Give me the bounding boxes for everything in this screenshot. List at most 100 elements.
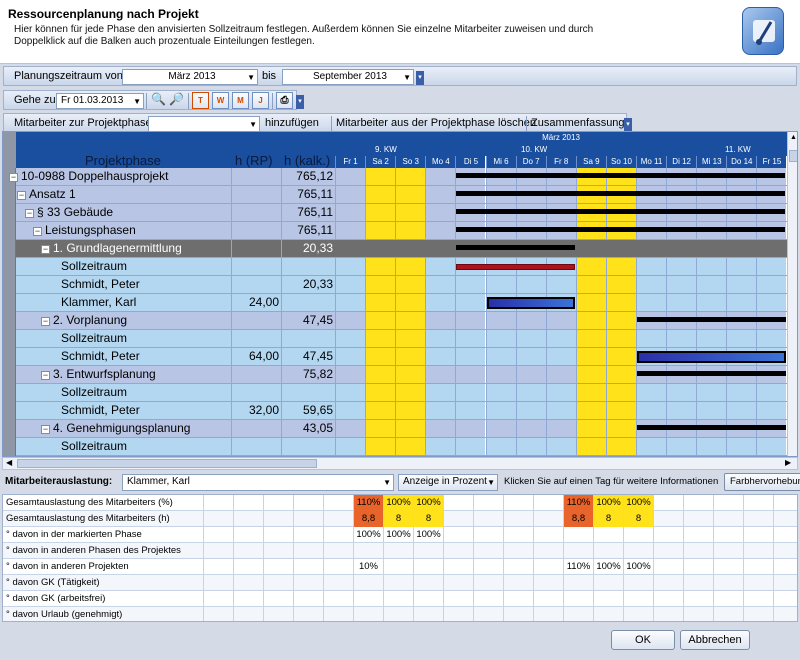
day-header[interactable]: Sa 9: [575, 156, 606, 168]
day-header[interactable]: Fr 1: [335, 156, 366, 168]
zoom-out-icon[interactable]: 🔎: [169, 92, 184, 106]
workload-cell[interactable]: [323, 559, 353, 575]
workload-cell[interactable]: [293, 527, 323, 543]
tree-row[interactable]: Schmidt, Peter 32,00 59,65: [3, 402, 335, 420]
day-header[interactable]: Di 5: [455, 156, 486, 168]
workload-cell[interactable]: [233, 607, 263, 621]
workload-cell[interactable]: [323, 511, 353, 527]
workload-cell[interactable]: [233, 527, 263, 543]
workload-cell[interactable]: [443, 511, 473, 527]
workload-cell[interactable]: [563, 607, 593, 621]
day-header[interactable]: Do 14: [726, 156, 757, 168]
summary-button[interactable]: Zusammenfassung: [531, 117, 625, 129]
workload-cell[interactable]: [653, 495, 683, 511]
workload-cell[interactable]: [773, 511, 797, 527]
workload-cell[interactable]: [593, 575, 623, 591]
tree-row[interactable]: − Leistungsphasen 765,11: [3, 222, 335, 240]
summary-bar[interactable]: [637, 317, 786, 322]
workload-cell[interactable]: [383, 575, 413, 591]
summary-bar[interactable]: [456, 245, 575, 250]
tree-row[interactable]: −3. Entwurfsplanung 75,82: [3, 366, 335, 384]
workload-cell[interactable]: 8: [623, 511, 653, 527]
view-month-button[interactable]: M: [232, 92, 249, 109]
toolbar-overflow-icon[interactable]: ▾: [624, 118, 632, 132]
zoom-in-icon[interactable]: 🔍: [151, 92, 166, 106]
workload-cell[interactable]: [593, 607, 623, 621]
summary-bar[interactable]: [456, 227, 786, 232]
workload-cell[interactable]: [233, 559, 263, 575]
workload-cell[interactable]: [533, 527, 563, 543]
delete-employee-button[interactable]: Mitarbeiter aus der Projektphase löschen: [336, 117, 536, 129]
workload-cell[interactable]: [203, 527, 233, 543]
workload-cell[interactable]: [203, 511, 233, 527]
workload-cell[interactable]: 8: [413, 511, 443, 527]
target-period-bar[interactable]: [456, 264, 575, 270]
color-highlight-button[interactable]: Farbhervorhebung: [724, 473, 800, 491]
collapse-toggle-icon[interactable]: −: [41, 424, 50, 434]
workload-cell[interactable]: [233, 575, 263, 591]
scroll-left-icon[interactable]: ◀: [6, 458, 13, 467]
col-header-phase[interactable]: Projektphase: [85, 153, 161, 168]
workload-cell[interactable]: [773, 559, 797, 575]
horizontal-scrollbar[interactable]: ◀ ▶: [2, 457, 798, 470]
workload-cell[interactable]: [623, 527, 653, 543]
workload-cell[interactable]: [203, 543, 233, 559]
collapse-toggle-icon[interactable]: −: [25, 208, 34, 218]
workload-cell[interactable]: [533, 511, 563, 527]
scroll-thumb[interactable]: [789, 150, 797, 162]
workload-cell[interactable]: [503, 527, 533, 543]
workload-cell[interactable]: [323, 495, 353, 511]
workload-cell[interactable]: [533, 495, 563, 511]
tree-row[interactable]: − Ansatz 1 765,11: [3, 186, 335, 204]
workload-cell[interactable]: [323, 607, 353, 621]
cancel-button[interactable]: Abbrechen: [680, 630, 750, 650]
workload-cell[interactable]: 110%: [563, 559, 593, 575]
workload-cell[interactable]: [773, 495, 797, 511]
goto-date-select[interactable]: Fr 01.03.2013 ▼: [56, 93, 144, 109]
workload-cell[interactable]: [683, 591, 713, 607]
workload-cell[interactable]: [323, 591, 353, 607]
workload-cell[interactable]: [713, 607, 743, 621]
workload-cell[interactable]: [503, 575, 533, 591]
workload-cell[interactable]: [653, 543, 683, 559]
workload-cell[interactable]: [653, 527, 683, 543]
workload-cell[interactable]: [473, 607, 503, 621]
workload-cell[interactable]: [263, 575, 293, 591]
display-mode-select[interactable]: Anzeige in Prozent ▼: [398, 474, 498, 491]
day-header[interactable]: Do 7: [515, 156, 546, 168]
day-column[interactable]: [365, 168, 396, 456]
day-header[interactable]: Mo 11: [636, 156, 667, 168]
workload-cell[interactable]: [323, 527, 353, 543]
workload-cell[interactable]: [713, 527, 743, 543]
workload-cell[interactable]: [743, 495, 773, 511]
day-header[interactable]: Mi 13: [696, 156, 727, 168]
workload-cell[interactable]: [443, 559, 473, 575]
workload-cell[interactable]: [263, 559, 293, 575]
workload-cell[interactable]: [413, 607, 443, 621]
workload-cell[interactable]: [263, 511, 293, 527]
workload-cell[interactable]: [593, 543, 623, 559]
workload-cell[interactable]: [443, 543, 473, 559]
workload-cell[interactable]: 110%: [563, 495, 593, 511]
workload-cell[interactable]: [263, 607, 293, 621]
workload-cell[interactable]: 100%: [593, 495, 623, 511]
workload-cell[interactable]: [263, 495, 293, 511]
summary-bar[interactable]: [637, 371, 786, 376]
workload-cell[interactable]: 8,8: [353, 511, 383, 527]
day-column[interactable]: [605, 168, 636, 456]
workload-cell[interactable]: [203, 495, 233, 511]
workload-cell[interactable]: [743, 511, 773, 527]
day-header[interactable]: So 10: [605, 156, 636, 168]
workload-cell[interactable]: [743, 527, 773, 543]
workload-cell[interactable]: [773, 543, 797, 559]
col-header-rp[interactable]: h (RP): [235, 153, 273, 168]
summary-bar[interactable]: [637, 425, 786, 430]
workload-cell[interactable]: [473, 495, 503, 511]
scroll-thumb[interactable]: [17, 459, 317, 468]
workload-cell[interactable]: [743, 591, 773, 607]
workload-cell[interactable]: [503, 591, 533, 607]
workload-cell[interactable]: 8: [593, 511, 623, 527]
workload-cell[interactable]: [233, 591, 263, 607]
workload-cell[interactable]: [293, 607, 323, 621]
workload-cell[interactable]: [563, 591, 593, 607]
